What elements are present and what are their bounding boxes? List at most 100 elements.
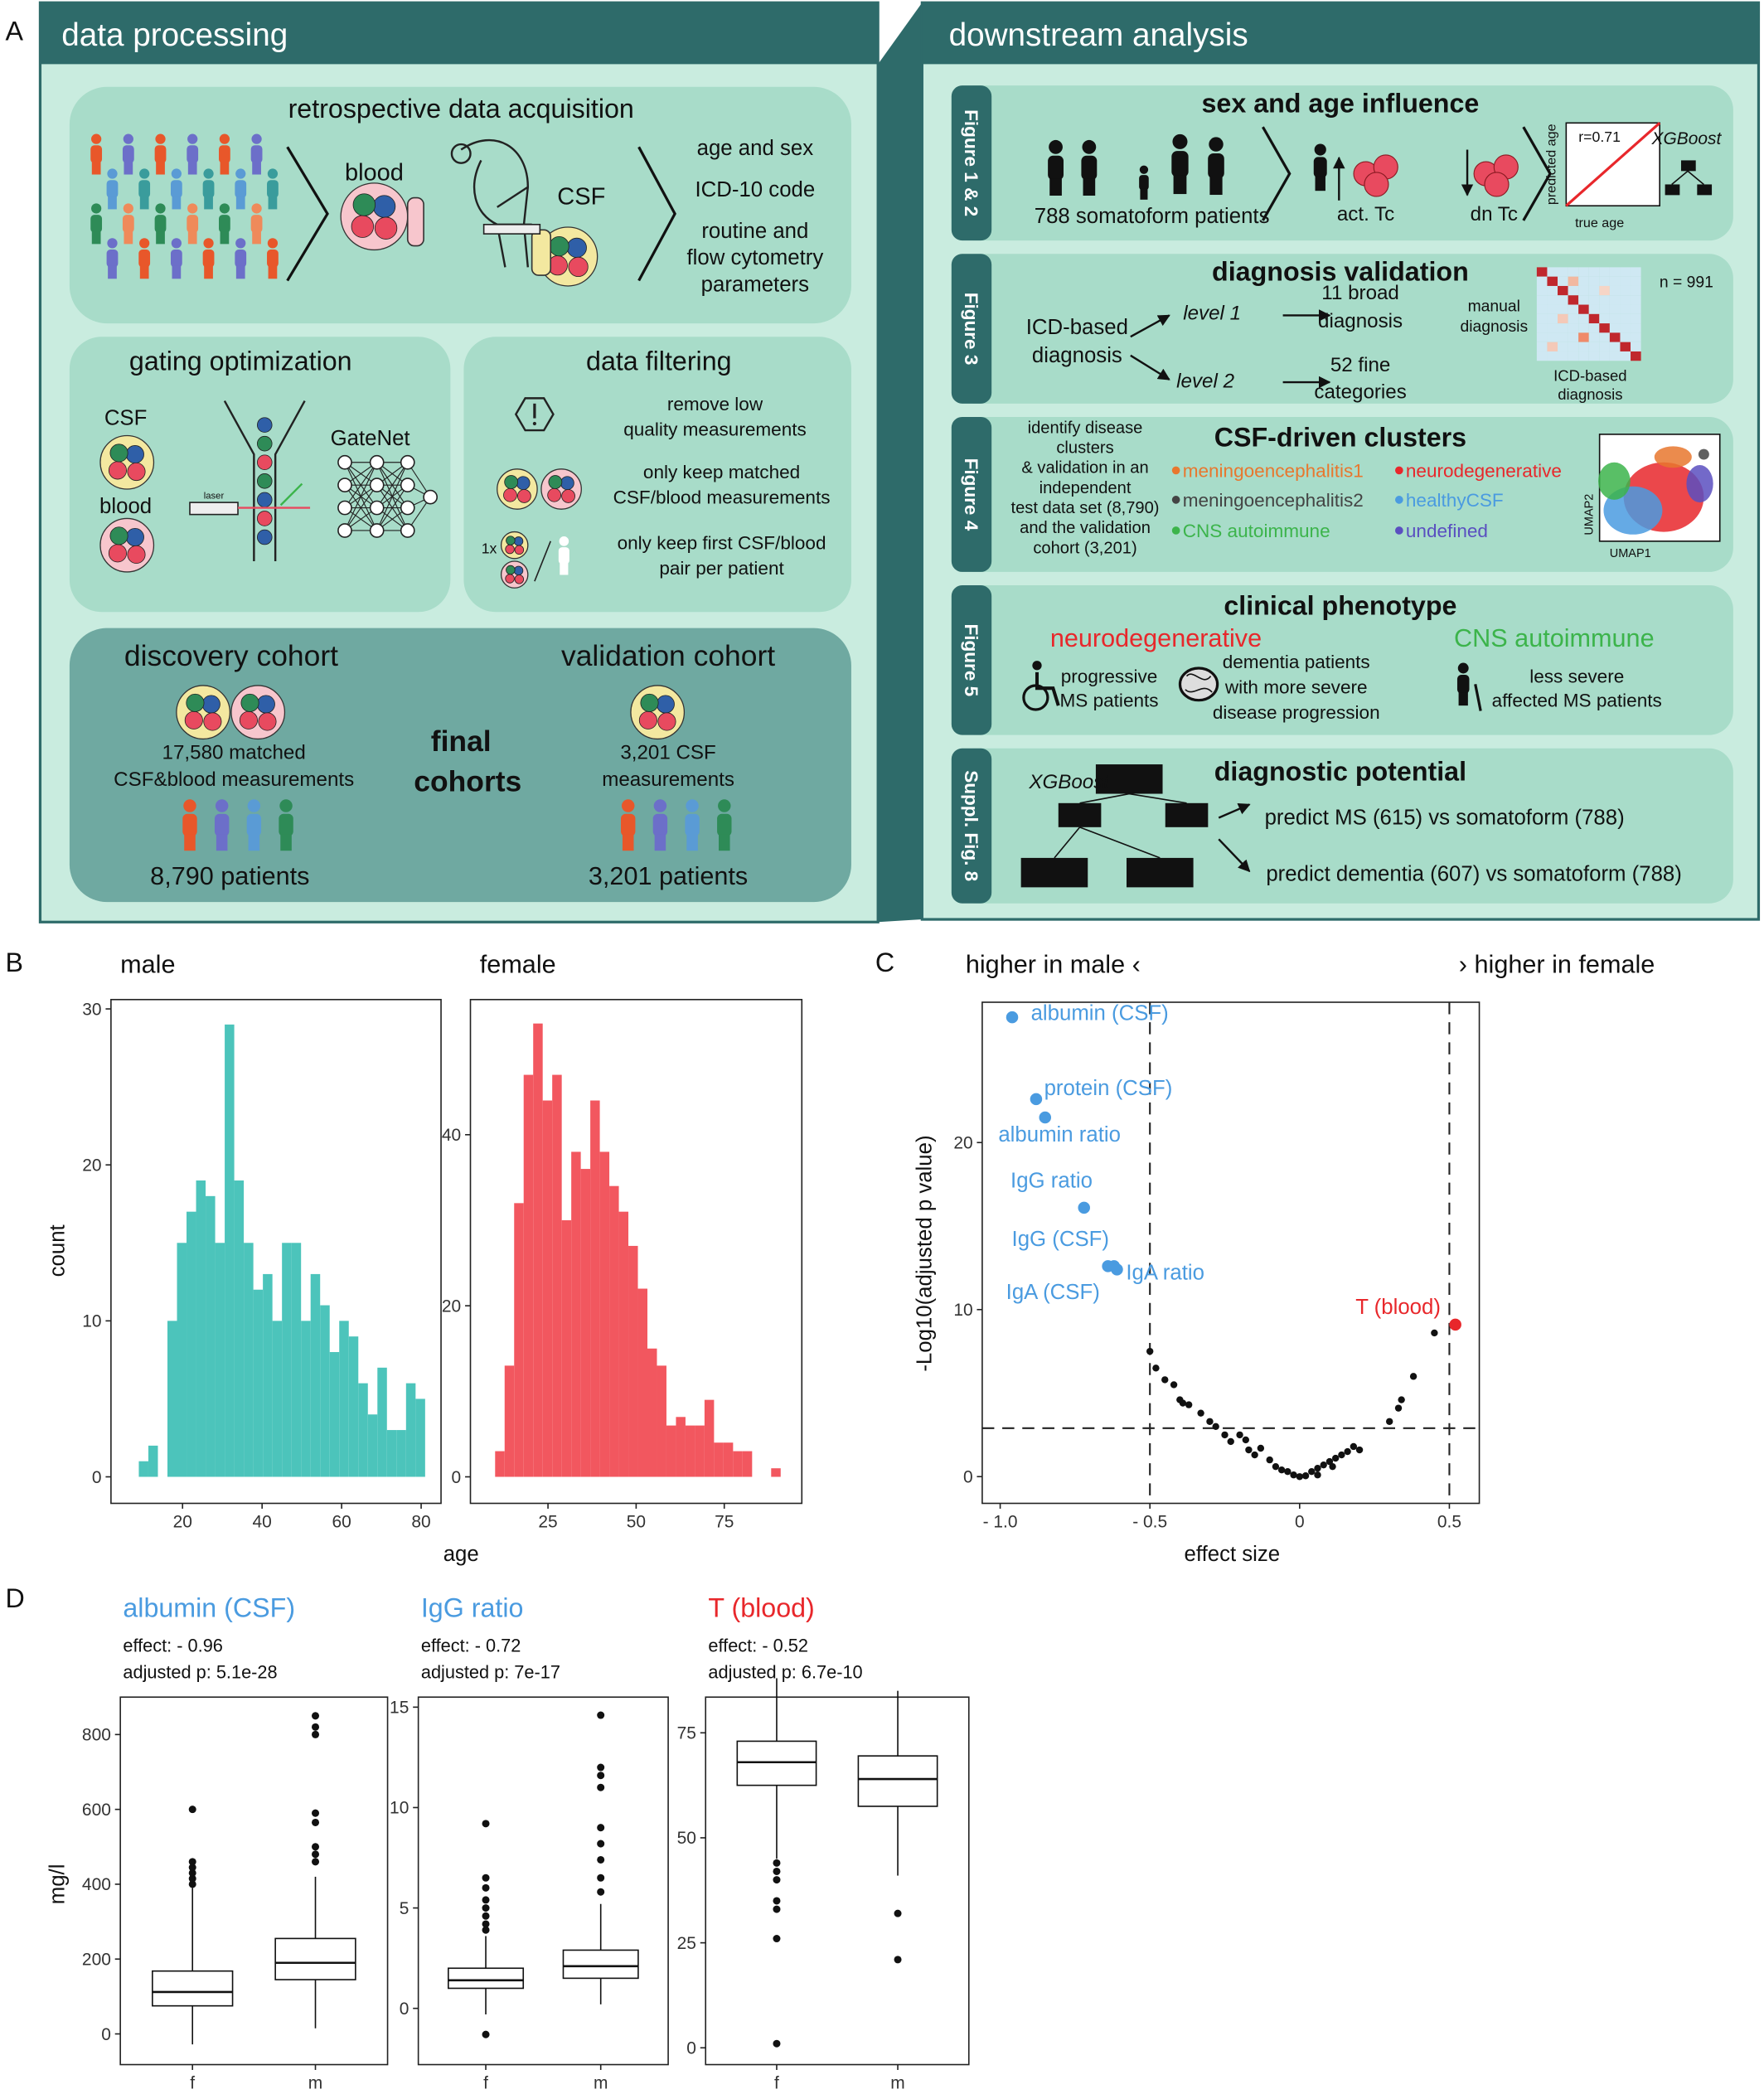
icon [1171,466,1180,475]
box-title: data filtering [586,347,732,376]
point [1197,1409,1204,1417]
icon [123,133,133,144]
label: ICD-10 code [695,178,815,201]
label: A [6,16,24,46]
gating-box [69,337,451,613]
point [1290,1471,1297,1479]
point [1320,1461,1327,1469]
icon [1620,342,1631,351]
icon [139,168,150,179]
icon [1558,267,1568,277]
icon [106,250,119,268]
icon [1536,342,1548,351]
x-axis-label: age [443,1543,479,1566]
label: 52 fine [1330,354,1391,376]
icon [517,489,531,503]
icon [1458,692,1468,706]
point [1179,1399,1187,1407]
icon [155,133,166,144]
point [1111,1263,1123,1276]
icon [374,216,398,240]
y-tick-label: 800 [82,1726,111,1745]
point [1161,1376,1169,1384]
icon [400,523,415,538]
icon [1578,332,1589,342]
icon [125,527,144,547]
icon [1578,313,1589,324]
icon [482,224,541,235]
histogram-bar [244,1243,254,1477]
y-tick-label: 0 [686,2039,696,2058]
icon [344,462,378,508]
icon [352,193,376,216]
y-tick-label: 20 [442,1297,461,1316]
x-axis-label: effect size [1185,1543,1281,1566]
icon [1599,295,1610,305]
icon [250,145,263,163]
histogram-bar [405,1383,416,1477]
point [1146,1347,1154,1355]
icon [1609,295,1621,305]
label: level 1 [1183,302,1241,324]
histogram-bar [723,1442,734,1477]
histogram-bar [685,1425,695,1477]
histogram-bar [647,1348,657,1477]
icon [1522,126,1552,221]
icon [1631,323,1641,333]
icon [215,799,229,812]
y-tick-label: 0 [92,1468,102,1487]
label: diagnosis [1318,310,1403,332]
icon [505,574,515,584]
histogram-bar [310,1273,321,1477]
icon [1558,342,1568,351]
icon [1558,304,1568,314]
icon [219,203,230,214]
icon [286,146,329,282]
y-tick-label: 0 [963,1468,973,1487]
point [1152,1364,1160,1372]
icon [1568,323,1579,333]
icon [1130,314,1170,338]
icon [1558,295,1568,305]
outlier [482,2030,490,2038]
label: affected MS patients [1492,691,1662,711]
histogram-bar [609,1185,619,1477]
icon [256,473,273,489]
outlier [597,1873,605,1882]
label: with more severe [1224,677,1368,698]
histogram-bar [771,1468,781,1477]
icon [235,168,246,179]
box [274,1937,356,1980]
icon [1568,342,1579,351]
point [1338,1451,1345,1459]
histogram-bar [348,1336,359,1477]
icon [1698,448,1709,460]
outlier [597,1840,605,1848]
icon [127,545,146,565]
histogram-bar [415,1398,425,1477]
label: true age [1575,216,1624,230]
point-label: T (blood) [1355,1296,1441,1319]
point [1344,1447,1351,1456]
label: predict MS (615) vs somatoform (788) [1265,807,1625,830]
outlier [773,1876,781,1884]
label: routine and [701,220,808,243]
icon [1568,304,1579,314]
histogram-bar [187,1211,196,1477]
point [1277,1466,1286,1474]
icon [1457,662,1469,674]
icon [1568,276,1579,286]
label: UMAP1 [1610,547,1651,560]
outlier [482,1904,490,1912]
icon [1568,313,1579,324]
y-tick-label: 10 [390,1799,409,1818]
point [1236,1431,1243,1439]
label: disease progression [1213,702,1380,723]
icon [1609,285,1621,296]
histogram-bar [215,1243,225,1477]
histogram-bar [628,1245,638,1477]
icon [1599,313,1610,324]
icon [219,145,230,163]
label: 3,201 CSF [620,742,715,764]
label: remove low [667,394,763,414]
